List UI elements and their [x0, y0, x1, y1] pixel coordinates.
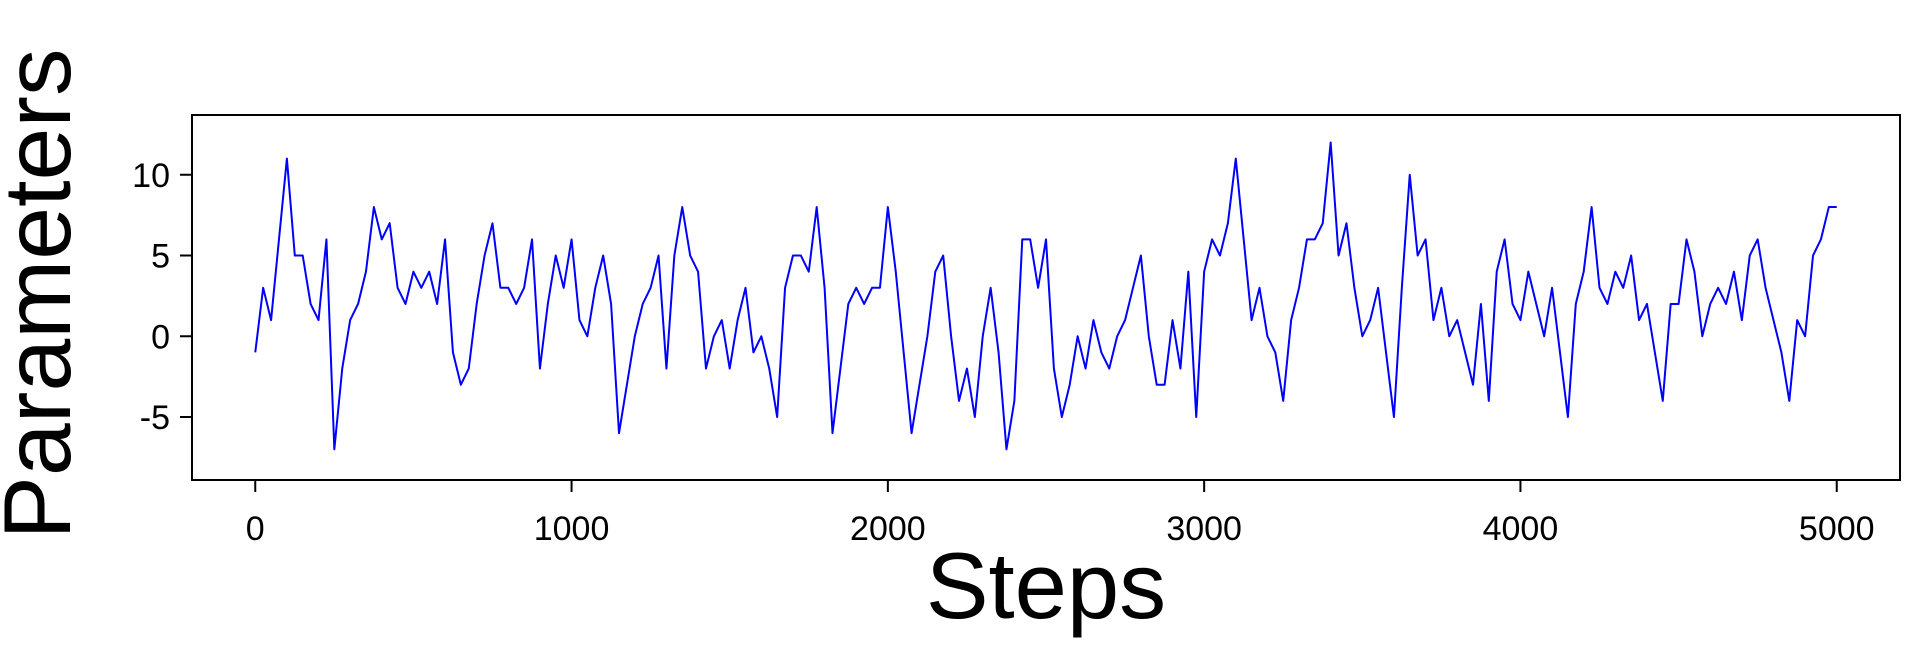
y-axis-title: Parameters [0, 48, 91, 539]
trace-line [254, 141, 1837, 451]
y-tick-label: 0 [151, 318, 170, 356]
plot-frame [191, 114, 1901, 481]
x-tick-label: 4000 [1483, 510, 1559, 548]
y-tick-label: 5 [151, 238, 170, 276]
x-tick-label: 0 [246, 510, 265, 548]
x-tick-label: 3000 [1166, 510, 1242, 548]
y-tick-label: 10 [132, 157, 170, 195]
x-tick-label: 5000 [1799, 510, 1875, 548]
x-tick-label: 1000 [534, 510, 610, 548]
x-axis-title: Steps [926, 533, 1166, 638]
x-tick-label: 2000 [850, 510, 926, 548]
y-tick-label: -5 [140, 399, 170, 437]
